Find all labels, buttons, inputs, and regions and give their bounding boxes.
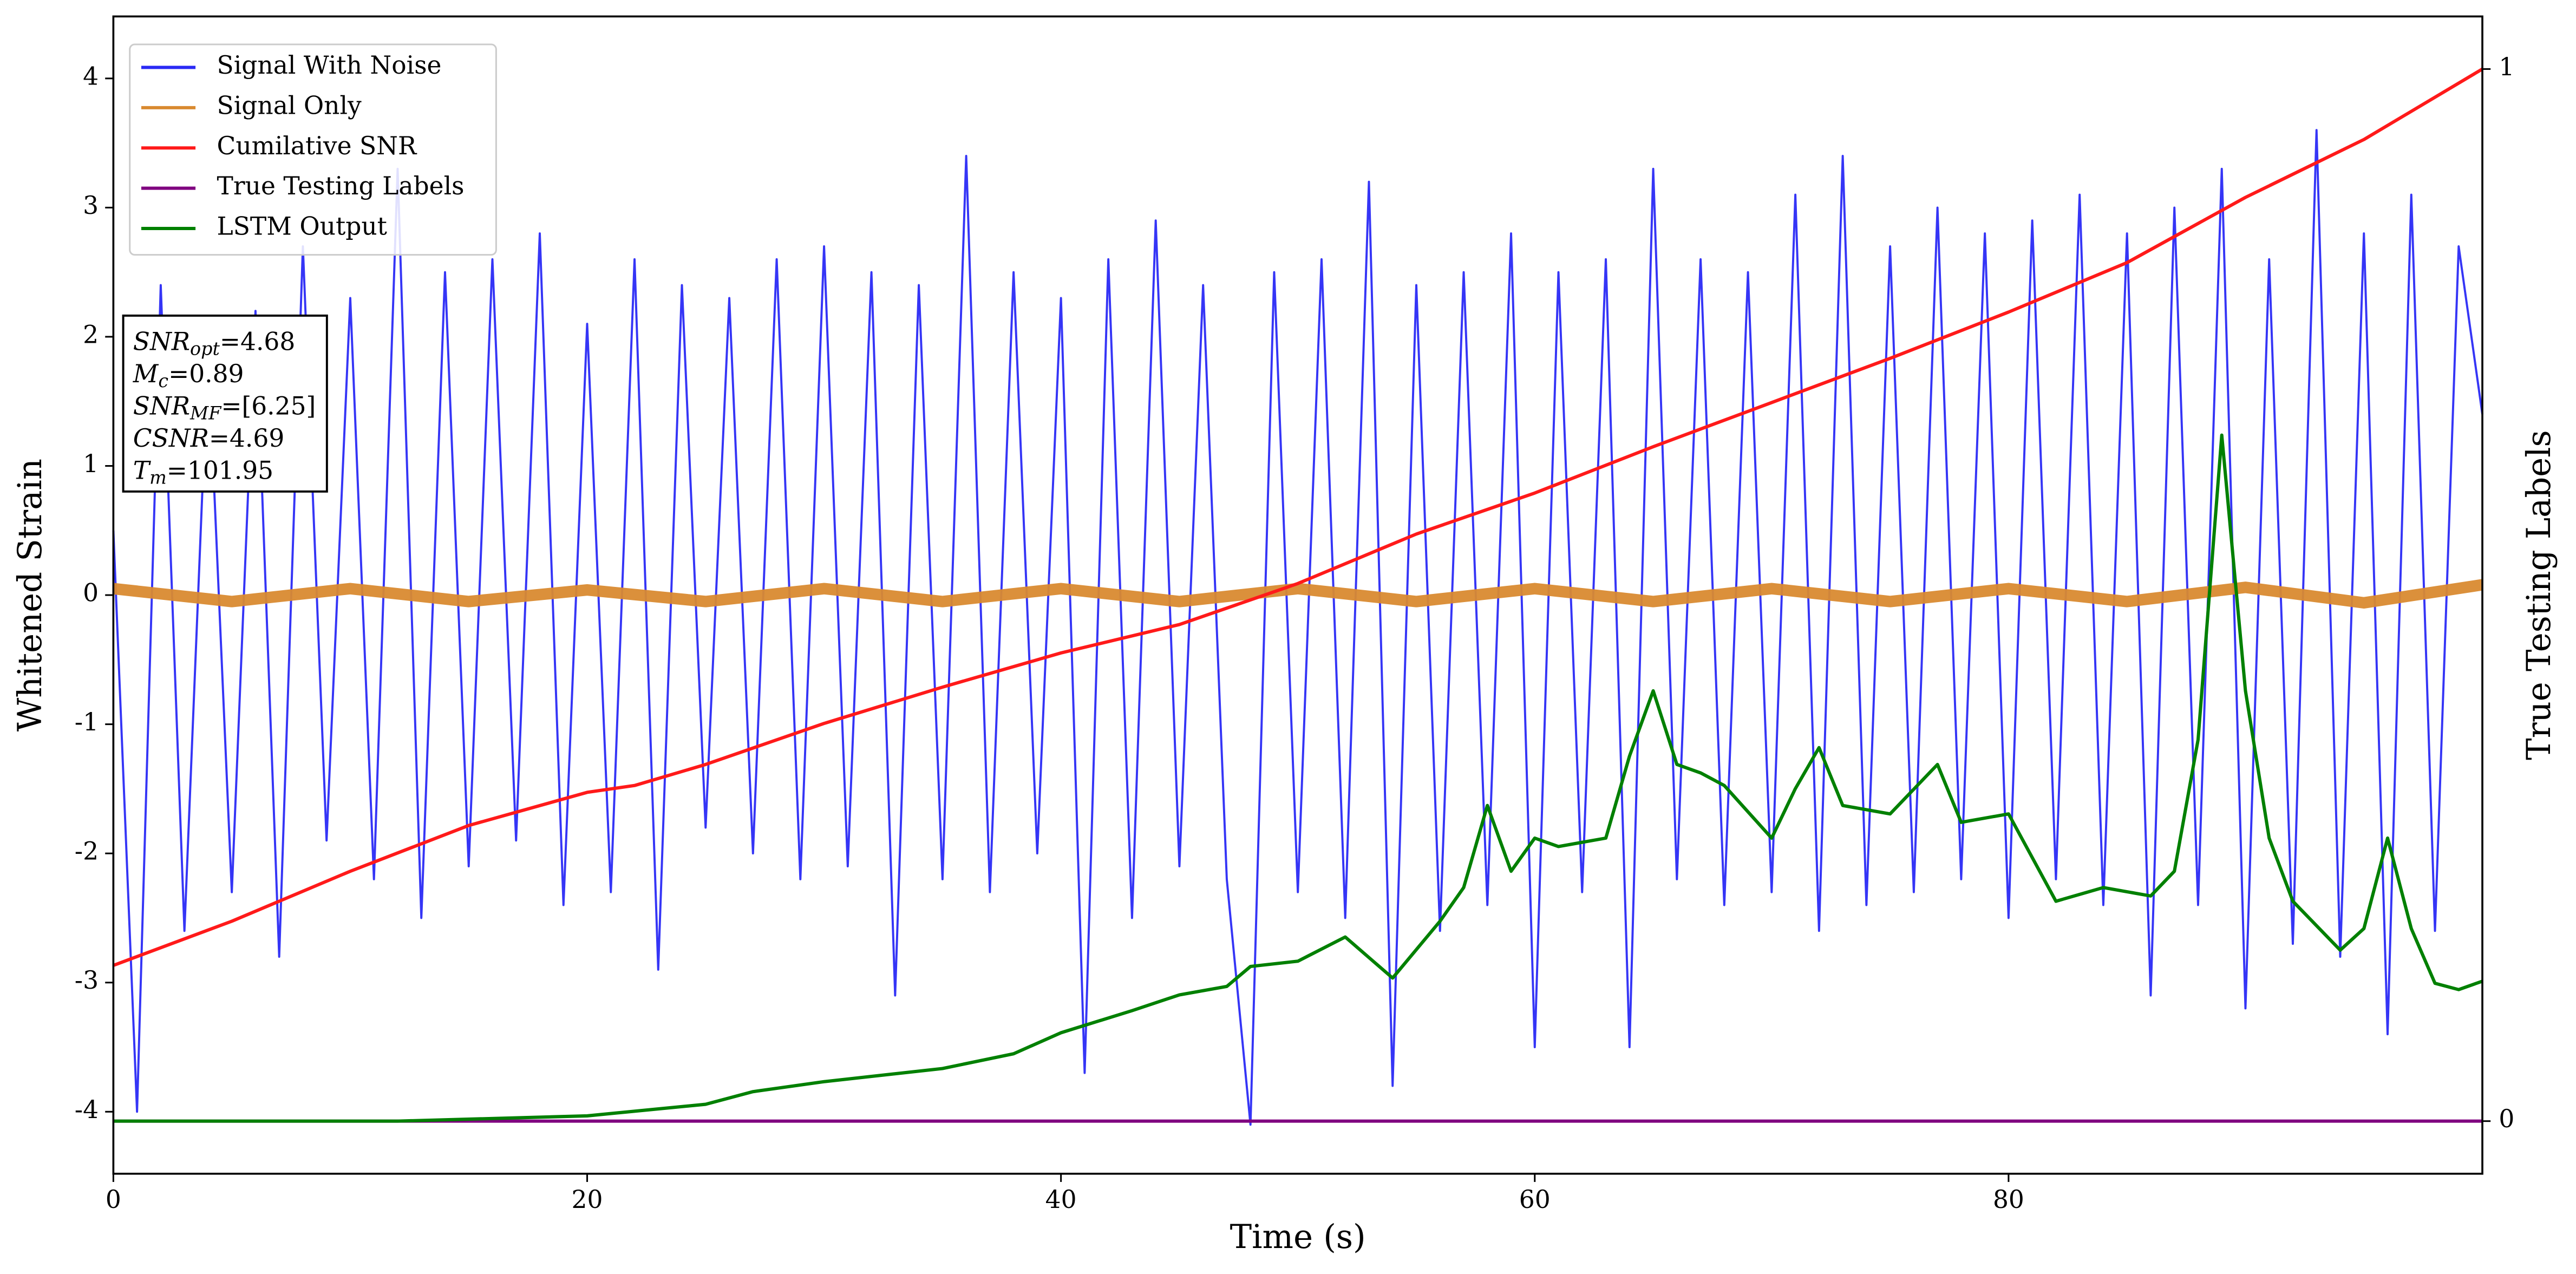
legend-label: LSTM Output	[217, 212, 387, 241]
x-tick-label: 60	[1519, 1185, 1551, 1214]
x-tick-label: 20	[572, 1185, 603, 1214]
plot-frame	[112, 15, 2483, 1175]
legend-box	[129, 43, 497, 256]
legend-label: Signal Only	[217, 91, 362, 120]
annotation-line: Mc=0.89	[133, 360, 244, 392]
x-tick-label: 80	[1993, 1185, 2024, 1214]
legend-label: Signal With Noise	[217, 51, 442, 80]
y-tick-label: -2	[75, 837, 99, 866]
y-tick-label: 4	[83, 62, 99, 90]
series-line	[113, 433, 2483, 1123]
series-line	[113, 67, 2483, 967]
y-tick-label: -4	[75, 1095, 99, 1124]
x-axis-label: Time (s)	[1230, 1218, 1366, 1256]
legend-label: Cumilative SNR	[217, 132, 417, 160]
legend-label: True Testing Labels	[217, 172, 465, 200]
series-line	[112, 129, 2483, 1126]
annotation-symbol: SNR	[133, 327, 190, 356]
y-tick-label: 0	[83, 579, 99, 607]
y-axis-label: Whitened Strain	[11, 459, 49, 731]
annotation-subscript: opt	[190, 338, 220, 360]
annotation-line: Tm=101.95	[133, 456, 273, 488]
y2-tick-label: 1	[2499, 53, 2514, 81]
annotation-symbol: SNR	[133, 391, 190, 420]
y-tick-label: -3	[75, 966, 99, 995]
y-tick-label: -1	[75, 708, 99, 736]
annotation-symbol: M	[133, 360, 159, 388]
annotation-line: CSNR=4.69	[133, 424, 285, 453]
annotation-subscript: MF	[189, 403, 222, 424]
y-tick-label: 3	[83, 191, 99, 220]
annotation-value: =0.89	[168, 360, 244, 388]
y2-tick-label: 0	[2499, 1105, 2514, 1133]
annotation-value: =101.95	[167, 456, 273, 485]
annotation-value: =[6.25]	[221, 391, 316, 420]
annotation-subscript: m	[149, 467, 167, 488]
y2-axis-label: True Testing Labels	[2520, 430, 2558, 760]
annotation-symbol: T	[133, 456, 152, 485]
annotation-line: SNRMF=[6.25]	[133, 391, 316, 424]
y-tick-label: 2	[83, 320, 99, 349]
y-tick-label: 1	[83, 449, 99, 478]
annotation-value: =4.68	[220, 327, 295, 356]
annotation-line: SNRopt=4.68	[133, 327, 296, 360]
annotation-symbol: CSNR	[133, 424, 209, 453]
annotation-value: =4.69	[209, 424, 284, 453]
x-tick-label: 40	[1045, 1185, 1077, 1214]
annotation-subscript: c	[158, 370, 168, 391]
series-line	[113, 579, 2483, 609]
annotation-box	[122, 314, 328, 493]
x-tick-label: 0	[106, 1185, 121, 1214]
